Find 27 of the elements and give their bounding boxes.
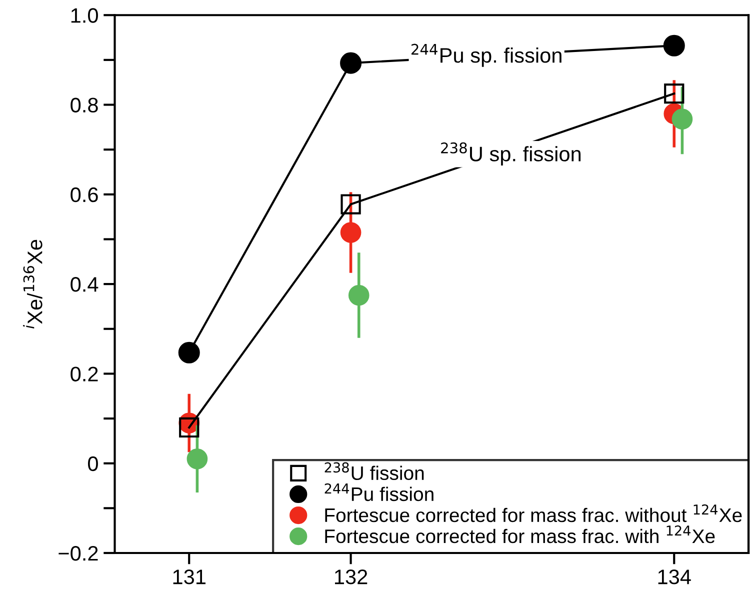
point (340, 222, 362, 243)
legend-label: $^{238}$U fission (324, 462, 424, 480)
x-tick-label: 134 (658, 570, 691, 584)
y-tick-label: 0.4 (70, 277, 98, 292)
x-tick-label: 132 (335, 570, 368, 584)
point (340, 52, 362, 74)
annotation: $^{244}$Pu sp. fission (412, 44, 562, 67)
point (663, 34, 685, 56)
point (348, 284, 370, 306)
annotation: $^{238}$U sp. fission (441, 142, 581, 166)
point (179, 417, 200, 438)
point (340, 194, 361, 214)
y-tick-label: 1.0 (71, 8, 98, 23)
y-tick-label: 0 (88, 456, 98, 472)
y-tick-label: 0.8 (70, 98, 98, 113)
y-axis-title: $^{i}$Xe/$^{136}$Xe (23, 240, 42, 328)
legend-label: $^{244}$Pu fission (324, 483, 434, 502)
legend-label: Fortescue corrected for mass frac. without $^{124}$Xe (325, 504, 742, 522)
y-tick-label: −0.2 (58, 546, 98, 561)
x-tick-label: 131 (173, 570, 206, 584)
point (178, 342, 200, 364)
y-tick-label: 0.2 (70, 366, 98, 382)
legend-label: Fortescue corrected for mass frac. with $^{124}$Xe (325, 525, 715, 544)
point (672, 108, 693, 130)
point (186, 448, 208, 470)
point (664, 83, 684, 104)
y-tick-label: 0.6 (70, 187, 98, 202)
